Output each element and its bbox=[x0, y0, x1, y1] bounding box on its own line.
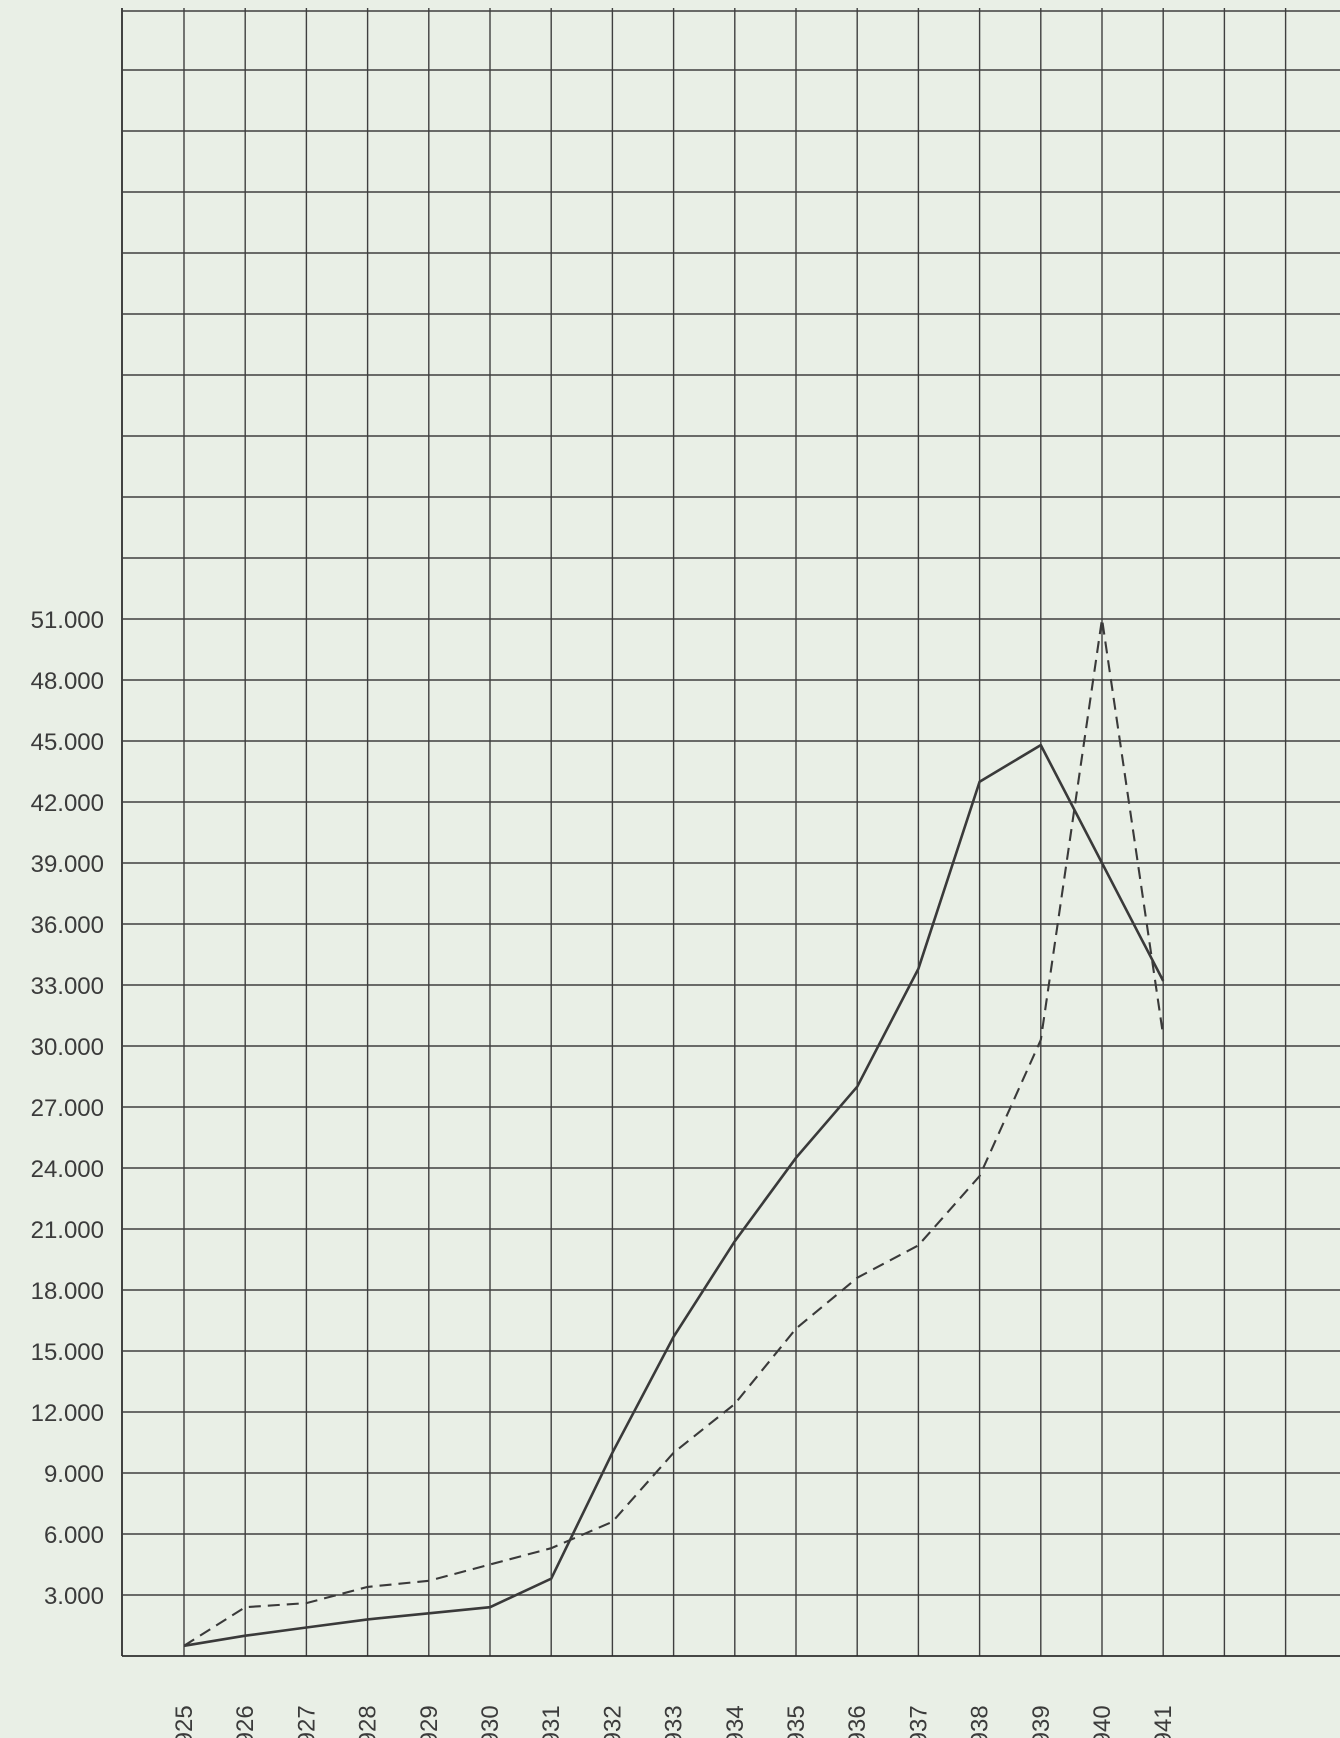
chart-series bbox=[183, 618, 1165, 1648]
x-tick-label: 1934 bbox=[722, 1705, 749, 1738]
y-tick-label: 27.000 bbox=[31, 1095, 104, 1122]
y-tick-label: 12.000 bbox=[31, 1400, 104, 1427]
y-tick-label: 9.000 bbox=[44, 1461, 104, 1488]
x-tick-label: 1931 bbox=[538, 1705, 565, 1738]
y-tick-label: 36.000 bbox=[31, 912, 104, 939]
x-tick-label: 1935 bbox=[783, 1705, 810, 1738]
y-tick-label: 33.000 bbox=[31, 973, 104, 1000]
x-tick-label: 1933 bbox=[661, 1705, 688, 1738]
x-tick-label: 1936 bbox=[844, 1705, 871, 1738]
series-line-solid bbox=[183, 743, 1165, 1648]
y-tick-label: 6.000 bbox=[44, 1522, 104, 1549]
y-tick-label: 39.000 bbox=[31, 851, 104, 878]
x-tick-label: 1937 bbox=[905, 1705, 932, 1738]
y-tick-label: 42.000 bbox=[31, 790, 104, 817]
x-tick-label: 1930 bbox=[477, 1705, 504, 1738]
y-axis-tick-labels: 3.000 6.000 9.000 12.000 15.000 18.000 21.000 2… bbox=[31, 607, 104, 1610]
series-line-dashed bbox=[183, 618, 1165, 1647]
y-tick-label: 3.000 bbox=[44, 1583, 104, 1610]
x-tick-label: 1926 bbox=[232, 1705, 259, 1738]
x-tick-label: 1928 bbox=[355, 1705, 382, 1738]
y-tick-label: 48.000 bbox=[31, 668, 104, 695]
x-tick-label: 1941 bbox=[1150, 1705, 1177, 1738]
x-tick-label: 1932 bbox=[599, 1705, 626, 1738]
y-tick-label: 15.000 bbox=[31, 1339, 104, 1366]
y-tick-label: 30.000 bbox=[31, 1034, 104, 1061]
x-tick-label: 1938 bbox=[967, 1705, 994, 1738]
chart-grid bbox=[121, 8, 1340, 1657]
x-tick-label: 1939 bbox=[1028, 1705, 1055, 1738]
x-tick-label: 1927 bbox=[293, 1705, 320, 1738]
y-tick-label: 51.000 bbox=[31, 607, 104, 634]
x-tick-label: 1929 bbox=[416, 1705, 443, 1738]
y-tick-label: 18.000 bbox=[31, 1278, 104, 1305]
x-axis-tick-labels: 1925 1926 1927 1928 1929 1930 1931 1932 1933 1934… bbox=[171, 1705, 1177, 1738]
y-tick-label: 21.000 bbox=[31, 1217, 104, 1244]
x-tick-label: 1940 bbox=[1089, 1705, 1116, 1738]
y-tick-label: 24.000 bbox=[31, 1156, 104, 1183]
x-tick-label: 1925 bbox=[171, 1705, 198, 1738]
y-tick-label: 45.000 bbox=[31, 729, 104, 756]
